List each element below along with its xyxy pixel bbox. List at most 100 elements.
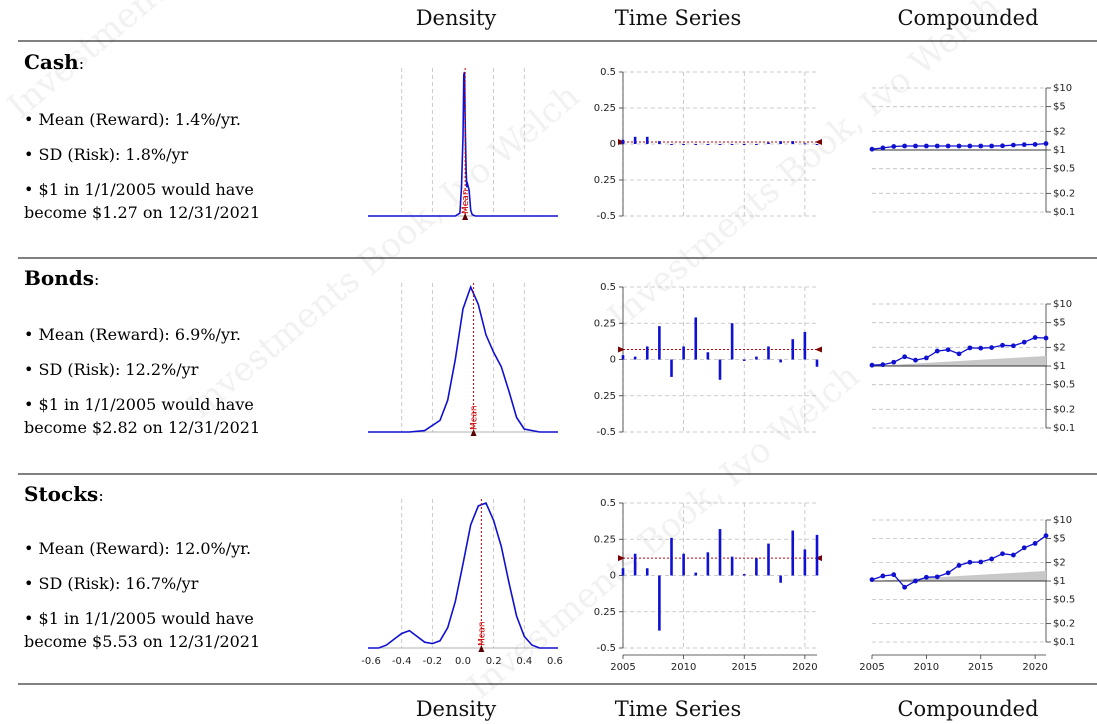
- bar-2016: [755, 558, 758, 576]
- x-tick-label: -0.2: [423, 656, 443, 667]
- point-2008: [902, 143, 908, 149]
- x-tick-label: 2020: [792, 662, 817, 673]
- mean-marker-right: [815, 138, 822, 145]
- header-density: Density: [416, 6, 497, 30]
- header-time-series: Time Series: [615, 6, 742, 30]
- y-tick-label: 0: [610, 355, 616, 366]
- density-curve: [368, 71, 558, 217]
- bar-2007: [645, 136, 649, 144]
- bar-2019: [791, 530, 795, 576]
- bar-2021: [815, 144, 819, 145]
- point-2021: [1043, 141, 1049, 146]
- point-2005: [869, 146, 875, 152]
- shaded-band: [872, 356, 1046, 366]
- y-tick-label: 0: [610, 139, 616, 150]
- mean-label: Mean: [470, 405, 480, 430]
- density-panel-cash: Mean: [368, 68, 558, 220]
- point-2021: [1043, 335, 1049, 341]
- x-tick-label: 0.4: [516, 656, 532, 667]
- bar-2021: [815, 359, 819, 367]
- point-2020: [1032, 142, 1038, 147]
- y-tick-label: 0.5: [600, 67, 616, 78]
- bar-2007: [645, 568, 649, 576]
- header-compounded: Compounded: [897, 6, 1038, 30]
- y-tick-label: 0: [610, 571, 616, 582]
- row-title: Stocks: [24, 482, 98, 506]
- y-tick-label: 0.5: [600, 282, 616, 293]
- density-panel-bonds: Mean: [368, 283, 558, 436]
- timeseries-panel-cash: 0.5 0.25 0 0.25 -0.5: [594, 67, 822, 222]
- x-tick-label: 0.2: [486, 656, 502, 667]
- bar-2011: [694, 144, 698, 145]
- point-2011: [934, 143, 940, 149]
- x-tick-label: 2015: [968, 662, 993, 673]
- y-tick-label: $1: [1053, 361, 1066, 372]
- bar-2007: [645, 346, 649, 360]
- point-2005: [869, 362, 875, 368]
- x-tick-label: 0.0: [455, 656, 471, 667]
- y-tick-label: $0.2: [1053, 619, 1075, 630]
- density-panel-stocks: Mean: [368, 499, 558, 652]
- y-tick-label: -0.5: [596, 427, 616, 438]
- bar-2020: [803, 143, 807, 145]
- y-tick-label: 0.25: [594, 391, 616, 402]
- footer-compounded: Compounded: [897, 697, 1038, 721]
- svg-text:Investments Book, Ivo Welch: Investments Book, Ivo Welch: [600, 0, 1007, 337]
- sd-text: • SD (Risk): 16.7%/yr: [24, 574, 199, 593]
- mean-marker-right: [815, 346, 822, 353]
- growth-line-1: • $1 in 1/1/2005 would have: [24, 609, 254, 628]
- bar-2012: [706, 552, 710, 576]
- mean-marker-left: [618, 555, 625, 562]
- density-curve: [368, 501, 558, 649]
- point-2020: [1032, 541, 1038, 546]
- compounded-panel-bonds: $10 $5 $2 $1 $0.5 $0.2 $0.1: [869, 299, 1075, 434]
- point-2006: [880, 573, 886, 579]
- y-tick-label: $10: [1053, 83, 1072, 94]
- bar-2020: [803, 549, 807, 576]
- x-tick-label: 2020: [1022, 662, 1047, 673]
- mean-text: • Mean (Reward): 1.4%/yr.: [24, 110, 241, 129]
- mean-label: Mean: [477, 621, 487, 646]
- compounded-panel-cash: $10 $5 $2 $1 $0.5 $0.2 $0.1: [869, 83, 1075, 218]
- bar-2013: [718, 529, 722, 576]
- x-tick-label: 2010: [671, 662, 696, 673]
- svg-text:Cash:: Cash:: [24, 50, 84, 74]
- point-2009: [913, 578, 918, 584]
- y-tick-label: $2: [1053, 126, 1066, 137]
- compounded-x-axis: 2005 2010 2015 2020: [859, 654, 1048, 673]
- point-2009: [913, 143, 918, 149]
- mean-marker-left: [618, 138, 625, 145]
- bar-2016: [755, 144, 758, 145]
- bar-2018: [779, 141, 782, 144]
- x-tick-label: 2015: [732, 662, 757, 673]
- point-2012: [945, 347, 951, 353]
- bar-2019: [791, 141, 795, 144]
- bar-2017: [767, 346, 770, 360]
- point-2018: [1010, 142, 1016, 148]
- sd-text: • SD (Risk): 12.2%/yr: [24, 360, 199, 379]
- point-2009: [913, 357, 918, 363]
- bar-2013: [718, 144, 722, 145]
- bar-2017: [767, 543, 770, 576]
- bar-2008: [658, 141, 661, 144]
- bar-2010: [682, 346, 685, 360]
- y-tick-label: $0.5: [1053, 164, 1075, 175]
- row-label-stocks: Stocks: • Mean (Reward): 12.0%/yr. • SD …: [24, 482, 260, 651]
- point-2015: [978, 345, 984, 351]
- growth-line-1: • $1 in 1/1/2005 would have: [24, 395, 254, 414]
- growth-line-2: become $5.53 on 12/31/2021: [24, 632, 260, 651]
- bar-2009: [670, 359, 673, 377]
- y-tick-label: $0.2: [1053, 188, 1075, 199]
- point-2006: [880, 362, 886, 368]
- bar-2019: [791, 339, 795, 360]
- bar-2009: [670, 537, 673, 576]
- point-2020: [1032, 335, 1038, 340]
- y-tick-label: $2: [1053, 342, 1066, 353]
- y-tick-label: $2: [1053, 558, 1066, 569]
- density-curve: [368, 284, 558, 433]
- y-tick-label: 0.25: [594, 534, 616, 545]
- sd-text: • SD (Risk): 1.8%/yr: [24, 145, 189, 164]
- bar-2008: [658, 575, 661, 631]
